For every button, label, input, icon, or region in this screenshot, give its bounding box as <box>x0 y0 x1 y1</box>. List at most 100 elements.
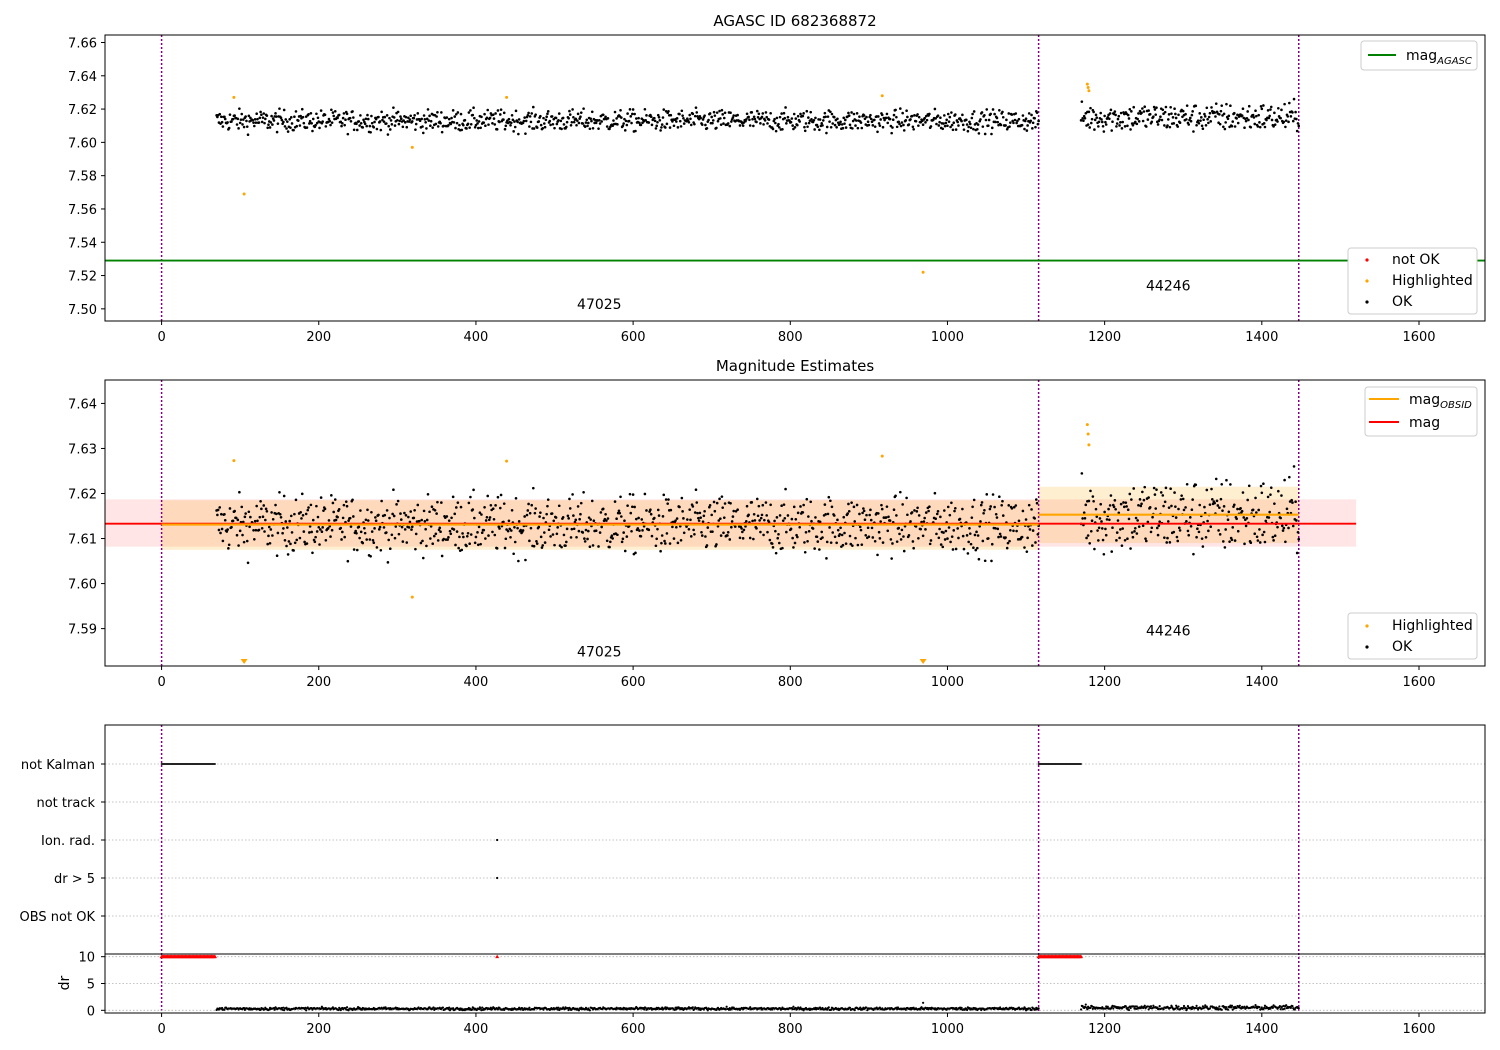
ok-point <box>998 532 1002 536</box>
ok-point <box>496 495 500 499</box>
ok-point <box>663 539 666 543</box>
ok-point <box>726 530 730 534</box>
ok-point <box>1025 129 1029 132</box>
ok-point <box>572 514 575 517</box>
ok-point <box>447 123 450 127</box>
ok-point <box>377 513 380 517</box>
ok-point <box>257 528 261 532</box>
ok-point <box>965 123 969 126</box>
ok-point <box>682 122 686 125</box>
ok-point <box>892 508 896 512</box>
ok-point <box>1233 503 1236 507</box>
ok-point <box>434 532 438 536</box>
ok-point <box>912 127 915 131</box>
ok-point <box>494 112 497 115</box>
ok-point <box>649 508 652 512</box>
ok-point <box>807 121 811 125</box>
ok-point <box>1152 486 1156 490</box>
ok-point <box>780 504 783 507</box>
ok-point <box>710 115 713 119</box>
dr-point <box>1195 1004 1198 1007</box>
ok-point <box>1155 488 1158 491</box>
highlighted-point <box>1087 443 1091 447</box>
ok-point <box>869 113 872 117</box>
ok-point <box>685 525 688 528</box>
ok-point <box>425 117 429 121</box>
ok-point <box>352 548 356 551</box>
ok-point <box>1128 492 1132 496</box>
ok-point <box>264 117 267 121</box>
ok-point <box>1246 498 1249 502</box>
dr-point <box>1225 1006 1228 1009</box>
ok-point <box>1288 475 1291 479</box>
ok-point <box>1027 503 1031 507</box>
ok-point <box>528 125 531 128</box>
ok-point <box>1273 502 1276 505</box>
ok-point <box>454 126 457 130</box>
ok-point <box>546 110 550 113</box>
ok-point <box>1033 517 1036 520</box>
dr-point <box>1174 1007 1177 1010</box>
ok-point <box>655 537 658 541</box>
ok-point <box>665 532 669 535</box>
ok-point <box>568 113 572 116</box>
ok-point <box>295 538 299 542</box>
ok-point <box>661 116 665 119</box>
ok-point <box>275 115 278 118</box>
ok-point <box>1247 104 1251 108</box>
ok-point <box>323 113 327 117</box>
ok-point <box>1244 119 1248 123</box>
ok-point <box>282 108 286 112</box>
ok-point <box>841 126 845 130</box>
ok-point <box>337 113 341 117</box>
ok-point <box>499 108 503 111</box>
ok-point <box>1258 528 1261 531</box>
ok-point <box>521 529 525 532</box>
ok-point <box>852 112 856 116</box>
ok-point <box>762 123 765 126</box>
ok-point <box>1284 119 1288 122</box>
ok-point <box>1031 529 1035 532</box>
dr-point <box>1158 1005 1161 1008</box>
ok-point <box>645 509 648 512</box>
ok-point <box>972 110 976 113</box>
dr-point <box>305 1009 308 1012</box>
ok-point <box>510 113 514 117</box>
ok-point <box>1156 123 1160 126</box>
ok-point <box>1115 531 1119 534</box>
ok-point <box>584 121 588 124</box>
ok-point <box>866 526 870 530</box>
ok-point <box>626 112 629 115</box>
ok-point <box>1211 498 1214 501</box>
ok-point <box>972 127 975 131</box>
dr-point <box>532 1008 536 1011</box>
ok-point <box>1086 534 1090 537</box>
ok-point <box>858 525 862 529</box>
ok-point <box>961 113 964 117</box>
dr-clipped-point <box>1079 954 1084 959</box>
dr-point <box>1182 1004 1186 1008</box>
ok-point <box>961 534 965 538</box>
dr-point <box>345 1006 349 1009</box>
ok-point <box>862 507 865 510</box>
ok-point <box>1270 118 1274 122</box>
ok-point <box>355 532 358 535</box>
ok-point <box>1012 505 1016 509</box>
ok-point <box>792 112 796 116</box>
ok-point <box>1026 536 1029 540</box>
ok-point <box>513 120 516 123</box>
ok-point <box>463 118 467 122</box>
ok-point <box>311 117 315 121</box>
ok-point <box>1220 483 1224 486</box>
ok-point <box>447 519 451 522</box>
plot-area-dr <box>105 954 1485 1012</box>
ok-point <box>236 518 240 522</box>
ok-point <box>1137 112 1140 115</box>
ok-point <box>344 500 348 503</box>
ok-point <box>1087 110 1091 114</box>
ok-point <box>517 132 520 136</box>
ok-point <box>942 531 945 534</box>
ok-point <box>843 531 846 535</box>
ok-point <box>956 120 959 124</box>
